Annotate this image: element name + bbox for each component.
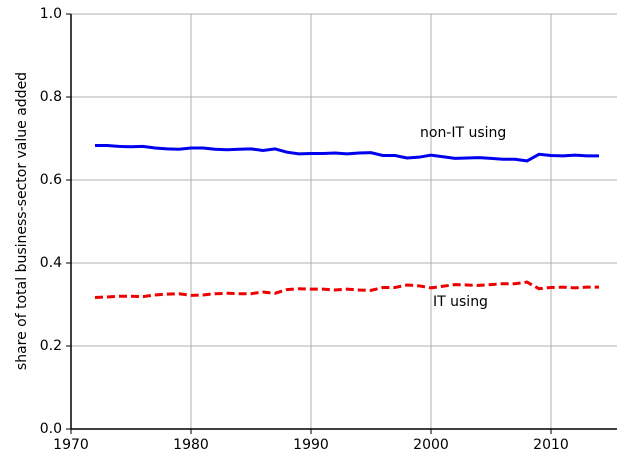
series-line [94,280,599,299]
y-tick-label: 0.8 [40,89,62,105]
y-tick-label: 0.0 [40,421,62,437]
series-label: non-IT using [420,125,506,141]
x-tick-label: 2000 [413,437,449,453]
y-tick-label: 0.4 [40,255,62,271]
y-axis-label: share of total business-sector value add… [14,72,30,370]
x-tick-label: 1980 [173,437,209,453]
y-tick-label: 0.6 [40,172,62,188]
x-tick-label: 1970 [53,437,89,453]
x-tick-label: 2010 [533,437,569,453]
y-tick-label: 0.2 [40,338,62,354]
series-line [95,144,599,163]
y-tick-label: 1.0 [40,6,62,22]
series-label: IT using [433,294,488,310]
x-tick-label: 1990 [293,437,329,453]
